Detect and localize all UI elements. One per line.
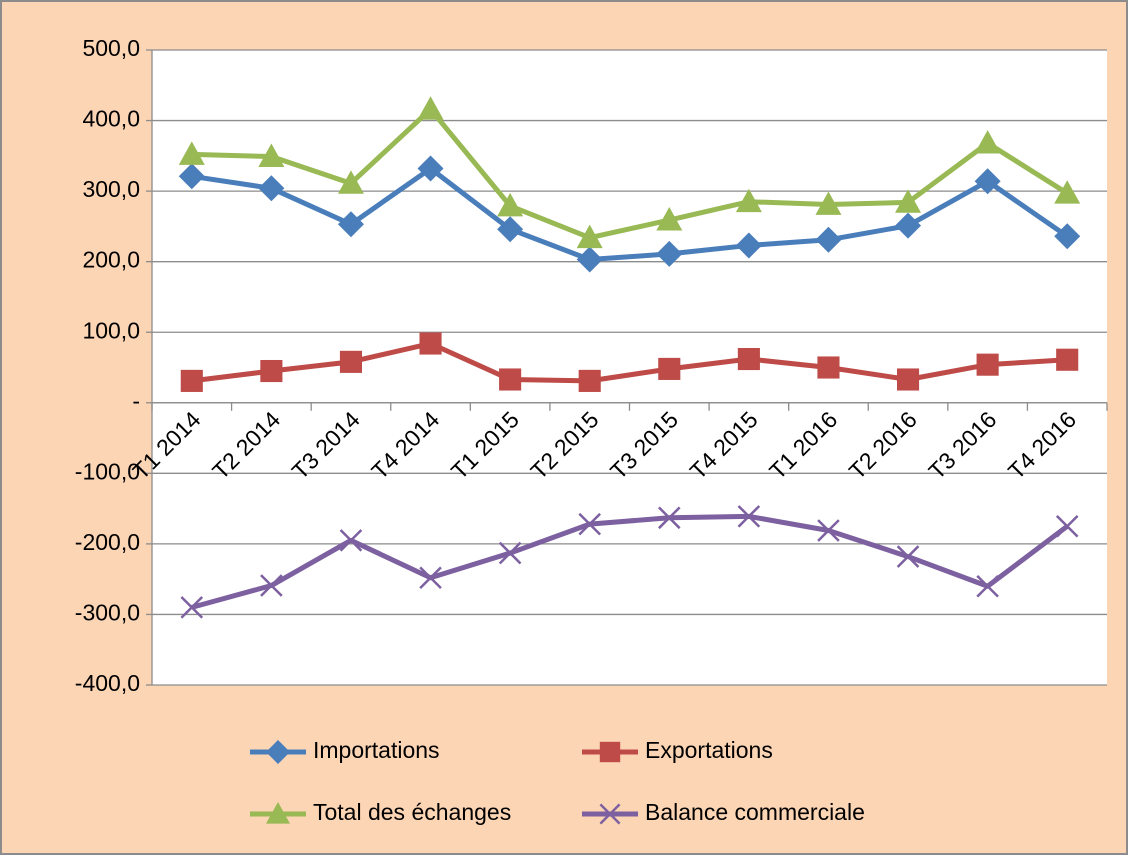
y-tick-label: - [132,388,140,414]
marker [737,505,761,528]
marker [576,246,603,273]
marker [974,168,1001,195]
marker [817,519,840,542]
marker [258,175,285,202]
marker [896,368,920,391]
y-tick-label: 100,0 [82,317,140,343]
marker [656,240,683,267]
marker [599,803,621,825]
y-tick-label: 200,0 [82,247,140,273]
marker [178,141,205,165]
marker [815,191,842,215]
marker [1054,223,1081,250]
marker [499,368,522,391]
marker [658,357,681,380]
marker [578,512,601,536]
marker [419,566,442,590]
marker [419,332,442,355]
marker [1055,514,1079,538]
y-tick-label: -200,0 [75,529,140,555]
marker [976,353,999,376]
y-tick-label: -300,0 [75,600,140,626]
marker [258,143,285,167]
marker [1056,348,1079,371]
y-tick-label: 500,0 [82,35,140,61]
y-tick-label: 300,0 [82,176,140,202]
legend-label: Balance commerciale [645,799,865,825]
marker [599,741,621,763]
series-line [191,166,1069,263]
marker [895,212,922,239]
marker [260,574,283,597]
marker [815,226,842,253]
marker [576,224,603,249]
marker [896,545,920,568]
marker [817,356,840,379]
marker [180,596,204,619]
marker [337,170,364,194]
marker [180,369,203,392]
marker [498,541,522,565]
marker [497,192,524,217]
marker [976,574,999,598]
series-line [191,106,1069,241]
marker [339,350,363,373]
marker [337,211,364,238]
marker [178,163,205,190]
series-line [191,341,1068,384]
marker [1054,180,1081,204]
y-tick-label: 400,0 [82,106,140,132]
marker [266,740,290,764]
legend-label: Importations [313,737,440,763]
marker [339,529,363,552]
marker [417,155,444,182]
series-line [191,513,1069,610]
marker [497,216,524,243]
y-tick-label: -100,0 [75,458,140,484]
marker [735,188,762,213]
legend-label: Exportations [645,737,773,763]
marker [658,506,681,530]
marker [578,369,601,392]
marker [417,96,444,120]
marker [895,189,922,213]
y-tick-label: -400,0 [75,670,140,696]
legend-label: Total des échanges [313,799,511,825]
marker [737,347,760,371]
marker [974,130,1001,154]
marker [260,359,283,383]
marker [735,232,762,259]
marker [656,207,683,231]
marker [266,802,290,824]
